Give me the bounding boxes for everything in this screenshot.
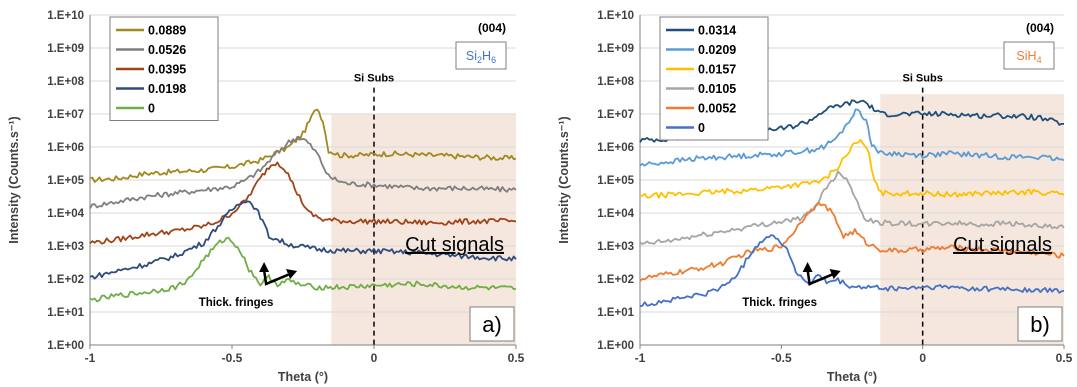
series-line-0.0105 bbox=[639, 170, 1065, 245]
fringe-arrow-head bbox=[829, 268, 841, 279]
reflection-label: (004) bbox=[1026, 21, 1054, 35]
series-line-0.0889 bbox=[89, 108, 517, 183]
legend-entry: 0 bbox=[698, 121, 705, 135]
legend-entry: 0.0052 bbox=[698, 102, 736, 116]
chart-panel-b: 1.E+00 1.E+01 1.E+02 1.E+03 1.E+04 1.E+05 1.E+… bbox=[557, 10, 1073, 384]
y-tick-label: 1.E+04 bbox=[47, 208, 84, 220]
panel-label-box bbox=[1017, 306, 1063, 342]
gas-formula-subscript: 4 bbox=[1037, 55, 1042, 65]
legend-entry: 0.0198 bbox=[148, 82, 186, 96]
gas-formula-part: H bbox=[482, 49, 491, 63]
gas-formula-part: Si bbox=[1016, 49, 1027, 63]
panel-label: b) bbox=[1030, 312, 1050, 337]
cut-signals-region bbox=[880, 94, 1064, 345]
legend-entry: 0.0526 bbox=[148, 43, 186, 57]
series-line-0.0209 bbox=[639, 108, 1065, 167]
gas-box bbox=[1003, 41, 1055, 70]
y-tick-label: 1.E+03 bbox=[47, 241, 84, 253]
fringe-arrow-head bbox=[802, 261, 813, 272]
cut-signals-label: Cut signals bbox=[405, 234, 504, 256]
y-tick-label: 1.E+10 bbox=[597, 10, 634, 22]
y-tick-label: 1.E+02 bbox=[47, 274, 84, 286]
series-line-0.0157 bbox=[640, 138, 1065, 199]
gas-formula-subscript: 2 bbox=[477, 55, 482, 65]
legend-entry: 0.0157 bbox=[698, 63, 736, 77]
x-tick-label: 0.5 bbox=[508, 351, 525, 365]
legend-entry: 0.0889 bbox=[148, 24, 186, 38]
fringe-arrow-head bbox=[286, 268, 298, 279]
x-tick-label: 0 bbox=[919, 351, 926, 365]
cut-signals-label: Cut signals bbox=[953, 234, 1052, 256]
y-tick-label: 1.E+09 bbox=[597, 43, 634, 55]
y-tick-label: 1.E+07 bbox=[597, 109, 634, 121]
substrate-label: Si Subs bbox=[902, 73, 942, 85]
gas-formula-subscript: 6 bbox=[491, 55, 496, 65]
y-tick-label: 1.E+00 bbox=[597, 340, 634, 352]
fringe-arrow bbox=[262, 269, 291, 286]
gas-formula-part: Si bbox=[466, 49, 477, 63]
y-tick-label: 1.E+05 bbox=[47, 175, 84, 187]
y-tick-label: 1.E+03 bbox=[597, 241, 634, 253]
x-tick-label: 0.5 bbox=[1056, 351, 1073, 365]
y-tick-label: 1.E+07 bbox=[47, 109, 84, 121]
series-line-0.0198 bbox=[89, 200, 517, 280]
gas-box bbox=[455, 41, 507, 70]
legend-entry: 0.0395 bbox=[148, 63, 186, 77]
fringe-arrow-head bbox=[259, 261, 270, 272]
gas-formula-part: H bbox=[1028, 49, 1037, 63]
y-axis-title: Intensity (Counts.s⁻¹) bbox=[557, 116, 571, 243]
legend-entry: 0.0209 bbox=[698, 43, 736, 57]
x-tick-label: 0 bbox=[371, 351, 378, 365]
y-tick-label: 1.E+08 bbox=[47, 76, 84, 88]
series-line-0.0052 bbox=[639, 201, 1065, 282]
series-line-0 bbox=[639, 234, 1065, 308]
y-tick-label: 1.E+08 bbox=[597, 76, 634, 88]
substrate-label: Si Subs bbox=[354, 73, 394, 85]
x-tick-label: -0.5 bbox=[222, 351, 243, 365]
x-axis-title: Theta (°) bbox=[278, 370, 328, 384]
y-axis-title: Intensity (Counts.s⁻¹) bbox=[7, 116, 21, 243]
legend-box bbox=[659, 16, 769, 141]
y-tick-label: 1.E+06 bbox=[47, 142, 84, 154]
y-tick-label: 1.E+02 bbox=[597, 274, 634, 286]
annotation-text: Thick. fringes bbox=[199, 297, 274, 309]
legend-entry: 0 bbox=[148, 102, 155, 116]
legend-entry: 0.0314 bbox=[698, 24, 736, 38]
panel-label-box bbox=[469, 306, 515, 342]
fringe-arrow bbox=[806, 269, 835, 286]
series-line-0.0526 bbox=[89, 136, 517, 209]
y-tick-label: 1.E+00 bbox=[47, 340, 84, 352]
x-axis-title: Theta (°) bbox=[827, 370, 877, 384]
gas-formula: SiH4 bbox=[1016, 49, 1041, 65]
y-tick-label: 1.E+01 bbox=[597, 307, 634, 319]
series-line-0 bbox=[89, 236, 517, 303]
y-tick-label: 1.E+04 bbox=[597, 208, 634, 220]
legend-entry: 0.0105 bbox=[698, 82, 736, 96]
y-tick-label: 1.E+10 bbox=[47, 10, 84, 22]
x-tick-label: -1 bbox=[635, 351, 646, 365]
y-tick-label: 1.E+01 bbox=[47, 307, 84, 319]
chart-panel-a: 1.E+00 1.E+01 1.E+02 1.E+03 1.E+04 1.E+05 1.E+… bbox=[7, 10, 525, 384]
y-tick-label: 1.E+09 bbox=[47, 43, 84, 55]
annotation-text: Thick. fringes bbox=[742, 297, 817, 309]
panel-label: a) bbox=[482, 312, 502, 337]
y-tick-label: 1.E+05 bbox=[597, 175, 634, 187]
x-tick-label: -0.5 bbox=[771, 351, 792, 365]
gas-formula: Si2H6 bbox=[466, 49, 496, 65]
y-tick-label: 1.E+06 bbox=[597, 142, 634, 154]
x-tick-label: -1 bbox=[85, 351, 96, 365]
reflection-label: (004) bbox=[478, 21, 506, 35]
series-line-0.0395 bbox=[89, 161, 517, 245]
